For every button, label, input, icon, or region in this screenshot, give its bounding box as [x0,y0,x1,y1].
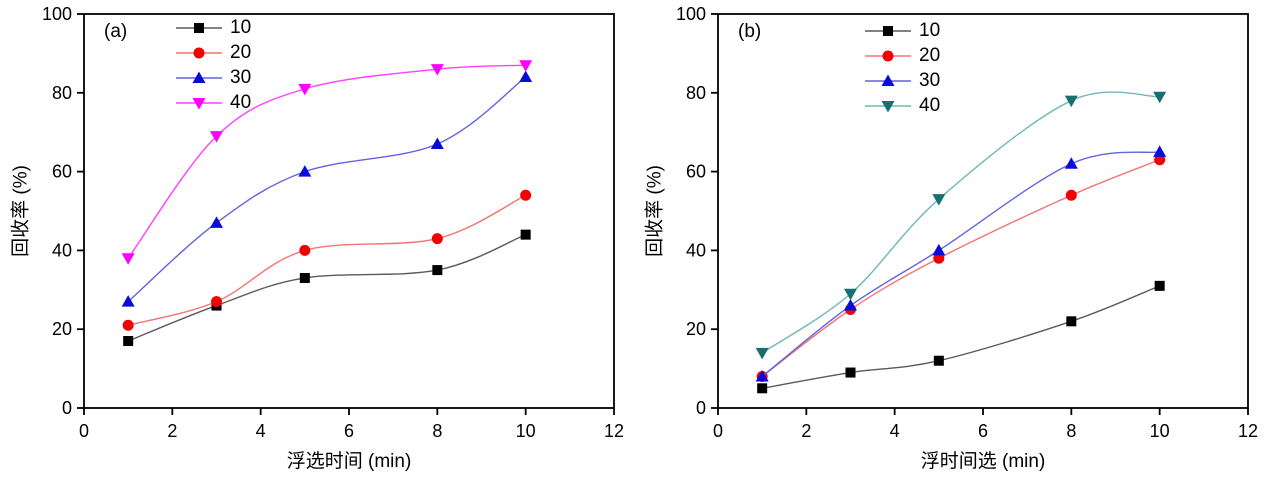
legend-item: 20 [176,40,251,65]
plot-area-a: 0 2 4 6 8 10 12 0 20 40 60 80 100 [42,4,624,441]
legend-label: 10 [919,20,941,41]
legend-item: 30 [865,68,940,93]
svg-text:0: 0 [713,421,723,441]
legend-item: 30 [176,65,251,90]
svg-text:0: 0 [79,421,89,441]
svg-text:6: 6 [344,421,354,441]
chart-panel-b: 0 2 4 6 8 10 12 0 20 40 60 80 100 (b) 回收率 (%) 浮时间选 (… [634,0,1269,479]
svg-text:10: 10 [516,421,536,441]
x-axis-label-a: 浮选时间 (min) [286,451,412,472]
legend-item: 40 [176,90,251,115]
legend-item: 10 [176,15,251,40]
svg-text:8: 8 [432,421,442,441]
triangle-down-marker-icon [865,100,911,112]
panel-label-a: (a) [104,21,128,42]
y-axis-label-a: 回收率 (%) [10,165,32,257]
legend-item: 10 [865,18,940,43]
svg-text:40: 40 [52,240,72,260]
svg-text:60: 60 [686,162,706,182]
svg-text:0: 0 [62,398,72,418]
plot-area-b: 0 2 4 6 8 10 12 0 20 40 60 80 100 [676,4,1258,441]
legend-item: 40 [865,93,940,118]
svg-text:8: 8 [1066,421,1076,441]
chart-panel-a: 0 2 4 6 8 10 12 0 20 40 60 80 100 (a) 回收率 (%) 浮选时间 (… [10,4,625,472]
svg-text:20: 20 [686,319,706,339]
legend-label: 10 [230,17,252,38]
svg-text:40: 40 [686,240,706,260]
legend-label: 30 [919,70,941,91]
circle-marker-icon [176,47,222,58]
legend-label: 20 [919,45,941,66]
svg-text:100: 100 [676,4,706,24]
triangle-down-marker-icon [176,97,222,109]
svg-text:12: 12 [1238,421,1258,441]
x-axis-label-b: 浮时间选 (min) [920,451,1046,472]
svg-text:10: 10 [1150,421,1170,441]
circle-marker-icon [865,50,911,61]
panel-label-b: (b) [738,21,762,42]
triangle-up-marker-icon [865,74,911,86]
legend-label: 20 [230,42,252,63]
legend-label: 40 [919,95,941,116]
y-axis-label-b: 回收率 (%) [644,165,666,257]
svg-text:100: 100 [42,4,72,24]
svg-text:60: 60 [52,162,72,182]
svg-text:4: 4 [256,421,266,441]
square-marker-icon [865,25,911,36]
svg-text:80: 80 [52,83,72,103]
svg-text:2: 2 [801,421,811,441]
square-marker-icon [176,22,222,33]
svg-text:0: 0 [696,398,706,418]
legend-label: 40 [230,92,252,113]
svg-text:12: 12 [604,421,624,441]
svg-text:4: 4 [890,421,900,441]
legend-item: 20 [865,43,940,68]
triangle-up-marker-icon [176,71,222,83]
svg-text:20: 20 [52,319,72,339]
legend-b: 10 20 30 40 [865,18,940,118]
svg-text:2: 2 [167,421,177,441]
legend-label: 30 [230,67,252,88]
svg-text:80: 80 [686,83,706,103]
legend-a: 10 20 30 40 [176,15,251,115]
svg-text:6: 6 [978,421,988,441]
